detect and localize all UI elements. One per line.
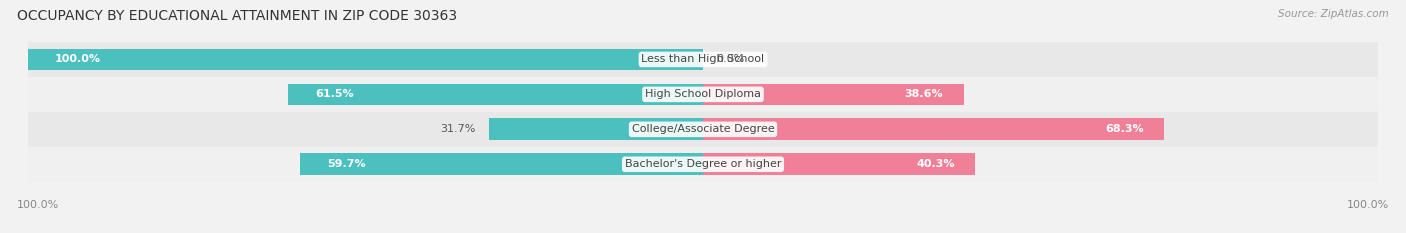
Legend: Owner-occupied, Renter-occupied: Owner-occupied, Renter-occupied (586, 230, 820, 233)
Text: 38.6%: 38.6% (904, 89, 943, 99)
Bar (703, 118, 1164, 140)
Text: 0.0%: 0.0% (717, 55, 745, 64)
Bar (28, 77, 1378, 112)
Text: OCCUPANCY BY EDUCATIONAL ATTAINMENT IN ZIP CODE 30363: OCCUPANCY BY EDUCATIONAL ATTAINMENT IN Z… (17, 9, 457, 23)
Text: 100.0%: 100.0% (17, 200, 59, 210)
Text: College/Associate Degree: College/Associate Degree (631, 124, 775, 134)
Text: Source: ZipAtlas.com: Source: ZipAtlas.com (1278, 9, 1389, 19)
Bar (288, 83, 703, 105)
Bar (28, 147, 1378, 182)
Bar (299, 153, 703, 175)
Text: 100.0%: 100.0% (55, 55, 101, 64)
Text: High School Diploma: High School Diploma (645, 89, 761, 99)
Bar (489, 118, 703, 140)
Bar (703, 153, 974, 175)
Text: 40.3%: 40.3% (917, 159, 955, 169)
Bar (703, 83, 963, 105)
Text: Less than High School: Less than High School (641, 55, 765, 64)
Text: Bachelor's Degree or higher: Bachelor's Degree or higher (624, 159, 782, 169)
Bar (28, 112, 1378, 147)
Bar (28, 42, 1378, 77)
Text: 31.7%: 31.7% (440, 124, 475, 134)
Text: 61.5%: 61.5% (315, 89, 353, 99)
Text: 59.7%: 59.7% (328, 159, 366, 169)
Text: 68.3%: 68.3% (1105, 124, 1143, 134)
Bar (28, 49, 703, 70)
Text: 100.0%: 100.0% (1347, 200, 1389, 210)
